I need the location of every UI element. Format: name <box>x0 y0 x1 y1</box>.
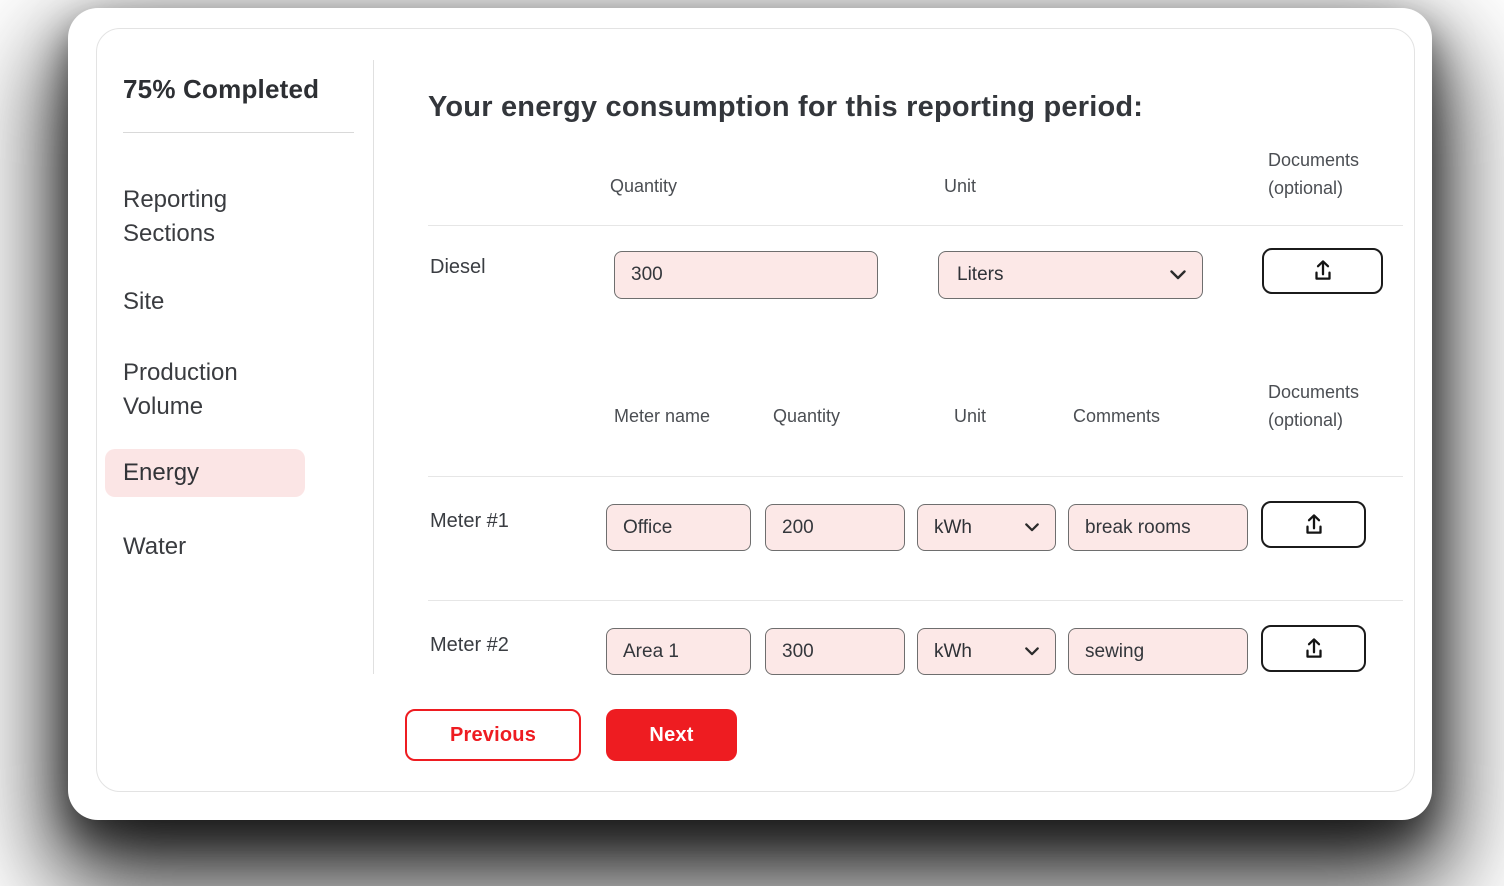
meter-row-label: Meter #1 <box>430 510 509 532</box>
meter-row-label: Meter #2 <box>430 634 509 656</box>
upload-icon <box>1314 260 1331 280</box>
meter1-quantity-input[interactable] <box>765 504 905 551</box>
meter2-name-input[interactable] <box>606 628 751 675</box>
documents-header-line1: Documents <box>1268 150 1360 170</box>
chevron-down-icon <box>1025 647 1039 656</box>
meter1-comments-input[interactable] <box>1068 504 1248 551</box>
meter2-upload-button[interactable] <box>1261 625 1366 672</box>
sidebar-item-energy-active[interactable]: Energy <box>105 449 305 497</box>
page-title: Your energy consumption for this reporti… <box>428 91 1144 123</box>
fuel-unit-header: Unit <box>944 176 977 196</box>
chevron-down-icon <box>1170 270 1186 280</box>
sidebar-item-production-volume[interactable]: Production Volume <box>123 356 323 424</box>
selected-unit: Liters <box>957 264 1004 285</box>
meter2-unit-select[interactable]: kWh <box>917 628 1056 675</box>
next-button[interactable]: Next <box>606 709 737 761</box>
sidebar-item-site[interactable]: Site <box>123 285 164 319</box>
sidebar-divider <box>373 60 374 674</box>
documents-header-line2: (optional) <box>1268 410 1344 430</box>
meter-table-divider-1 <box>428 476 1403 477</box>
sidebar-item-label: Reporting Sections <box>123 186 228 247</box>
sidebar-item-water[interactable]: Water <box>123 530 186 564</box>
sidebar-item-label: Site <box>123 288 165 315</box>
upload-icon <box>1305 513 1322 534</box>
meter1-unit-select[interactable]: kWh <box>917 504 1056 551</box>
meter-documents-header: Documents (optional) <box>1268 378 1359 434</box>
documents-header-line1: Documents <box>1268 382 1360 402</box>
sidebar-item-reporting-sections[interactable]: Reporting Sections <box>123 183 323 251</box>
diesel-unit-select[interactable]: Liters <box>938 251 1203 299</box>
meter2-comments-input[interactable] <box>1068 628 1248 675</box>
meter-name-header: Meter name <box>614 406 711 426</box>
fuel-documents-header: Documents (optional) <box>1268 146 1359 202</box>
meter1-upload-button[interactable] <box>1261 501 1366 548</box>
progress-label: 75% Completed <box>123 74 320 104</box>
meter-quantity-header: Quantity <box>773 406 841 426</box>
meter2-quantity-input[interactable] <box>765 628 905 675</box>
previous-button[interactable]: Previous <box>405 709 581 761</box>
chevron-down-icon <box>1025 523 1039 532</box>
fuel-quantity-header: Quantity <box>610 176 678 196</box>
selected-unit: kWh <box>934 516 972 538</box>
meter-table-divider-2 <box>428 600 1403 601</box>
upload-icon <box>1305 637 1322 658</box>
meter-unit-header: Unit <box>954 406 987 426</box>
fuel-table-divider <box>428 225 1403 226</box>
meter1-name-input[interactable] <box>606 504 751 551</box>
report-card: 75% Completed Reporting Sections Site Pr… <box>68 8 1432 820</box>
diesel-upload-button[interactable] <box>1262 248 1383 294</box>
sidebar-item-label: Water <box>123 533 187 560</box>
sidebar-item-label: Production Volume <box>123 359 238 420</box>
diesel-quantity-input[interactable] <box>614 251 878 299</box>
fuel-row-label: Diesel <box>430 256 486 278</box>
meter-comments-header: Comments <box>1073 406 1161 426</box>
documents-header-line2: (optional) <box>1268 178 1344 198</box>
progress-divider <box>123 132 354 133</box>
sidebar-item-label: Energy <box>123 459 200 486</box>
selected-unit: kWh <box>934 640 972 662</box>
